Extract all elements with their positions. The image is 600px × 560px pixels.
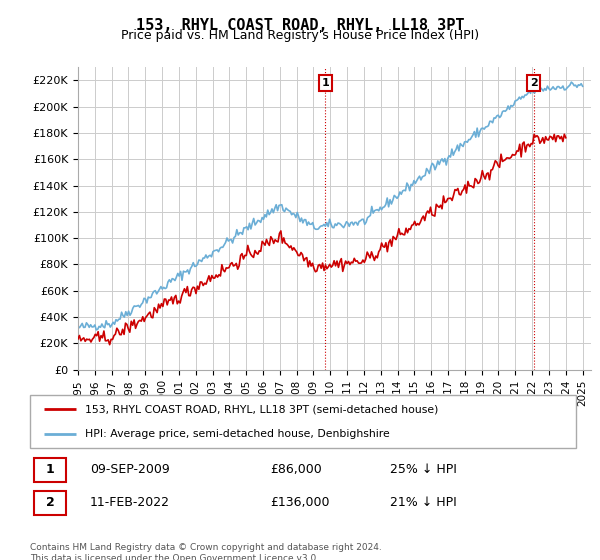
Text: £136,000: £136,000 [270,496,330,510]
Text: 09-SEP-2009: 09-SEP-2009 [90,463,170,477]
FancyBboxPatch shape [30,395,576,448]
Text: Price paid vs. HM Land Registry's House Price Index (HPI): Price paid vs. HM Land Registry's House … [121,29,479,42]
Text: 2: 2 [530,78,538,88]
Text: 21% ↓ HPI: 21% ↓ HPI [391,496,457,510]
Text: HPI: Average price, semi-detached house, Denbighshire: HPI: Average price, semi-detached house,… [85,428,389,438]
Text: 2: 2 [46,496,55,510]
Text: 153, RHYL COAST ROAD, RHYL, LL18 3PT: 153, RHYL COAST ROAD, RHYL, LL18 3PT [136,18,464,33]
Text: Contains HM Land Registry data © Crown copyright and database right 2024.
This d: Contains HM Land Registry data © Crown c… [30,543,382,560]
Text: £86,000: £86,000 [270,463,322,477]
Text: 11-FEB-2022: 11-FEB-2022 [90,496,170,510]
Text: 153, RHYL COAST ROAD, RHYL, LL18 3PT (semi-detached house): 153, RHYL COAST ROAD, RHYL, LL18 3PT (se… [85,404,438,414]
Text: 25% ↓ HPI: 25% ↓ HPI [391,463,457,477]
FancyBboxPatch shape [34,491,66,515]
Text: 1: 1 [322,78,329,88]
Text: 1: 1 [46,463,55,477]
FancyBboxPatch shape [34,458,66,482]
